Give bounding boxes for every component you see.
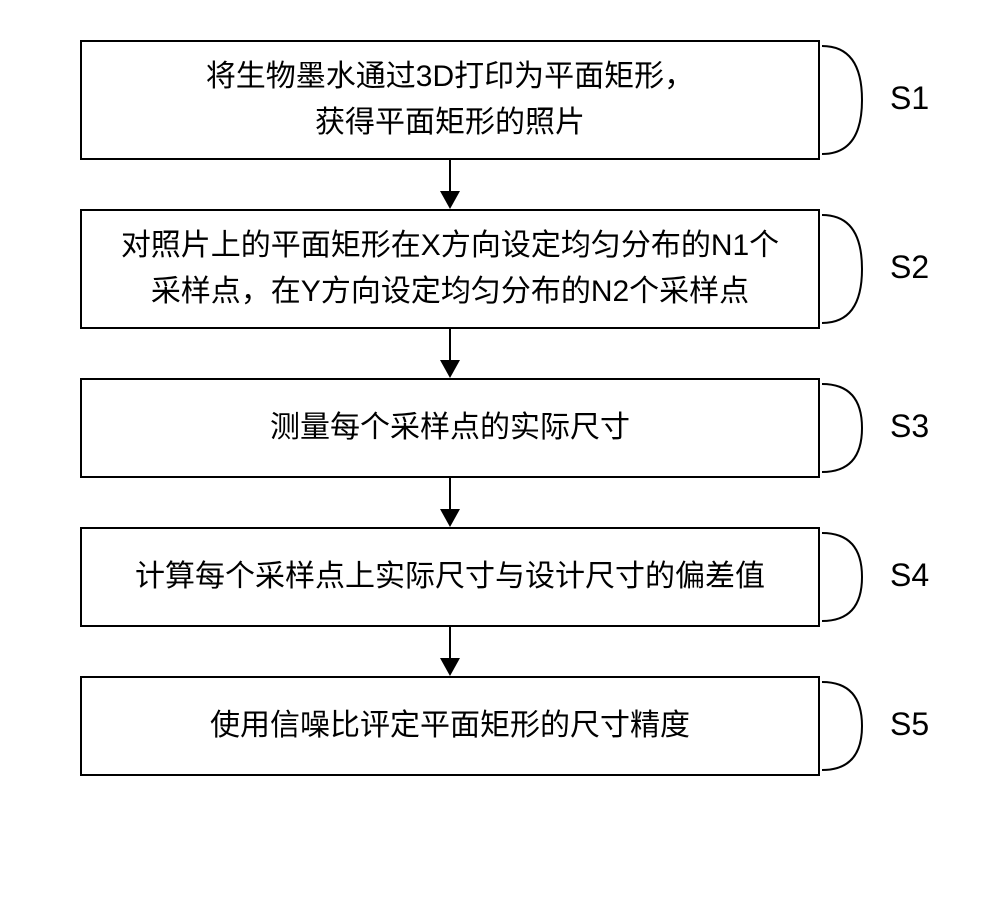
- step-text: 对照片上的平面矩形在X方向设定均匀分布的N1个 采样点，在Y方向设定均匀分布的N…: [121, 223, 779, 316]
- step-row: 测量每个采样点的实际尺寸 S3: [0, 378, 1000, 478]
- arrow-down: [0, 329, 1000, 378]
- step-text: 将生物墨水通过3D打印为平面矩形， 获得平面矩形的照片: [206, 54, 694, 147]
- step-label-s1: S1: [890, 80, 929, 117]
- step-label-s4: S4: [890, 557, 929, 594]
- connector-curve: [820, 378, 868, 478]
- step-text: 计算每个采样点上实际尺寸与设计尺寸的偏差值: [135, 554, 765, 601]
- flowchart-container: 将生物墨水通过3D打印为平面矩形， 获得平面矩形的照片 S1 对照片上的平面矩形…: [0, 40, 1000, 776]
- arrow-down: [0, 160, 1000, 209]
- arrow-head: [440, 509, 460, 527]
- arrow-down: [0, 627, 1000, 676]
- arrow-head: [440, 658, 460, 676]
- step-row: 对照片上的平面矩形在X方向设定均匀分布的N1个 采样点，在Y方向设定均匀分布的N…: [0, 209, 1000, 329]
- arrow-line: [449, 627, 452, 659]
- connector-curve: [820, 527, 868, 627]
- arrow-line: [449, 478, 452, 510]
- arrow-head: [440, 191, 460, 209]
- arrow-head: [440, 360, 460, 378]
- step-row: 使用信噪比评定平面矩形的尺寸精度 S5: [0, 676, 1000, 776]
- step-row: 计算每个采样点上实际尺寸与设计尺寸的偏差值 S4: [0, 527, 1000, 627]
- connector-curve: [820, 40, 868, 160]
- step-text: 测量每个采样点的实际尺寸: [270, 405, 630, 452]
- step-box-s1: 将生物墨水通过3D打印为平面矩形， 获得平面矩形的照片: [80, 40, 820, 160]
- step-box-s5: 使用信噪比评定平面矩形的尺寸精度: [80, 676, 820, 776]
- arrow-down: [0, 478, 1000, 527]
- step-label-s5: S5: [890, 706, 929, 743]
- connector-curve: [820, 209, 868, 329]
- step-text: 使用信噪比评定平面矩形的尺寸精度: [210, 703, 690, 750]
- connector-curve: [820, 676, 868, 776]
- step-label-s2: S2: [890, 249, 929, 286]
- step-row: 将生物墨水通过3D打印为平面矩形， 获得平面矩形的照片 S1: [0, 40, 1000, 160]
- arrow-line: [449, 329, 452, 361]
- step-box-s4: 计算每个采样点上实际尺寸与设计尺寸的偏差值: [80, 527, 820, 627]
- step-label-s3: S3: [890, 408, 929, 445]
- arrow-line: [449, 160, 452, 192]
- step-box-s2: 对照片上的平面矩形在X方向设定均匀分布的N1个 采样点，在Y方向设定均匀分布的N…: [80, 209, 820, 329]
- step-box-s3: 测量每个采样点的实际尺寸: [80, 378, 820, 478]
